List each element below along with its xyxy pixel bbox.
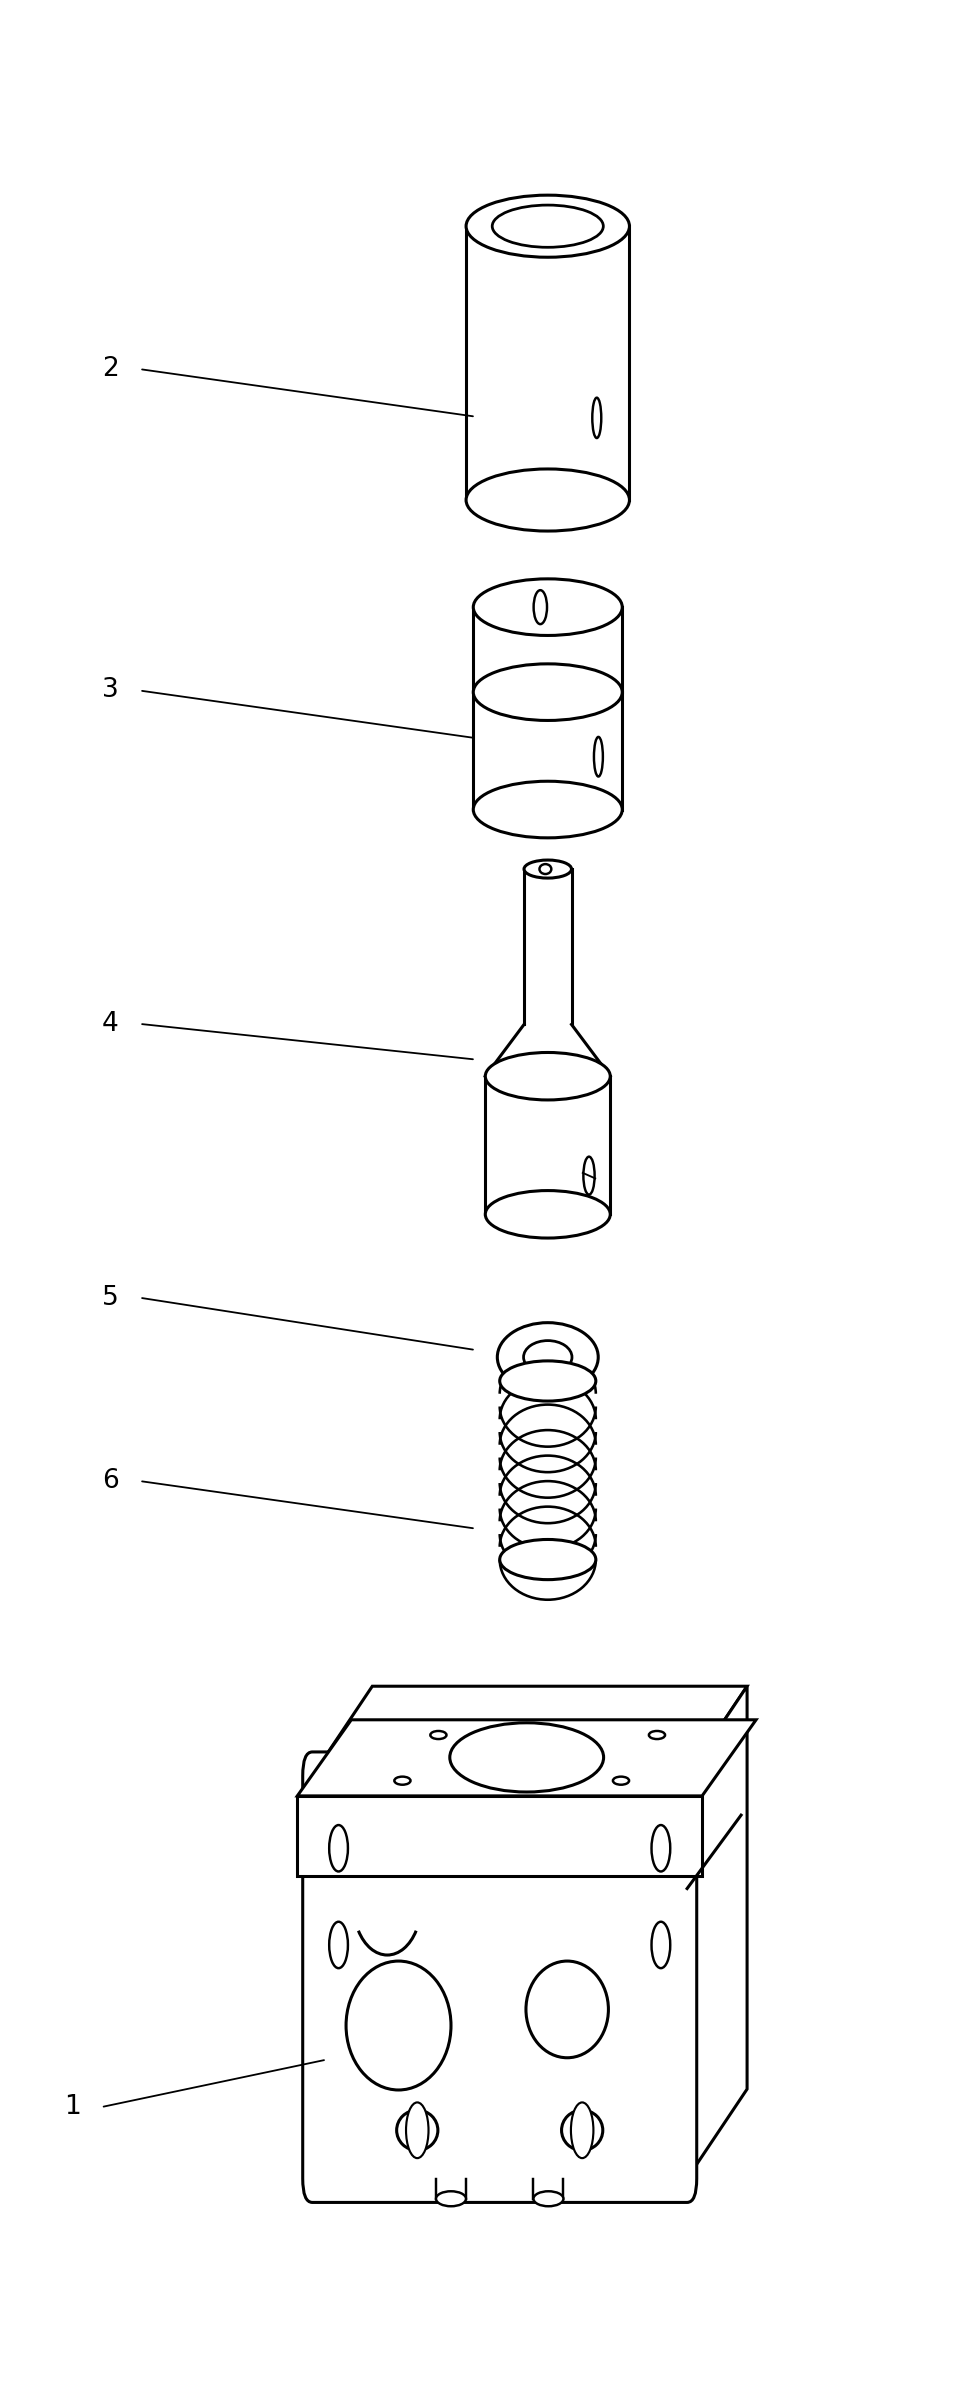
Ellipse shape bbox=[473, 781, 623, 838]
Polygon shape bbox=[687, 1686, 747, 2179]
Ellipse shape bbox=[524, 860, 572, 879]
Circle shape bbox=[330, 1826, 348, 1871]
Ellipse shape bbox=[450, 1724, 604, 1793]
Ellipse shape bbox=[500, 1362, 596, 1400]
Ellipse shape bbox=[498, 1324, 598, 1391]
Polygon shape bbox=[297, 1795, 702, 1876]
Text: 3: 3 bbox=[102, 679, 119, 702]
Ellipse shape bbox=[500, 1541, 596, 1579]
Circle shape bbox=[652, 1826, 670, 1871]
Ellipse shape bbox=[561, 2110, 603, 2150]
Ellipse shape bbox=[436, 2191, 466, 2207]
Ellipse shape bbox=[394, 1776, 410, 1786]
Ellipse shape bbox=[492, 205, 604, 248]
Ellipse shape bbox=[592, 398, 602, 438]
Ellipse shape bbox=[583, 1157, 595, 1195]
Circle shape bbox=[330, 1921, 348, 1969]
Polygon shape bbox=[312, 1686, 747, 1776]
Ellipse shape bbox=[649, 1731, 665, 1738]
Ellipse shape bbox=[524, 1341, 572, 1374]
Ellipse shape bbox=[533, 2191, 563, 2207]
Ellipse shape bbox=[613, 1776, 629, 1786]
Text: 4: 4 bbox=[102, 1012, 119, 1036]
Text: 6: 6 bbox=[102, 1469, 119, 1493]
Circle shape bbox=[407, 2102, 429, 2157]
Text: 2: 2 bbox=[102, 357, 119, 381]
Ellipse shape bbox=[431, 1731, 447, 1738]
Ellipse shape bbox=[594, 736, 603, 776]
Polygon shape bbox=[297, 1719, 756, 1795]
Circle shape bbox=[652, 1921, 670, 1969]
Ellipse shape bbox=[526, 1962, 608, 2057]
Ellipse shape bbox=[346, 1962, 451, 2091]
Ellipse shape bbox=[473, 664, 623, 721]
Ellipse shape bbox=[466, 469, 629, 531]
Text: 5: 5 bbox=[102, 1286, 119, 1310]
Ellipse shape bbox=[533, 590, 547, 624]
Ellipse shape bbox=[466, 195, 629, 257]
Ellipse shape bbox=[397, 2110, 438, 2150]
FancyBboxPatch shape bbox=[303, 1752, 697, 2202]
Text: 1: 1 bbox=[63, 2095, 81, 2119]
Ellipse shape bbox=[473, 579, 623, 636]
Ellipse shape bbox=[485, 1190, 610, 1238]
Ellipse shape bbox=[485, 1052, 610, 1100]
Ellipse shape bbox=[539, 864, 552, 874]
Circle shape bbox=[571, 2102, 594, 2157]
